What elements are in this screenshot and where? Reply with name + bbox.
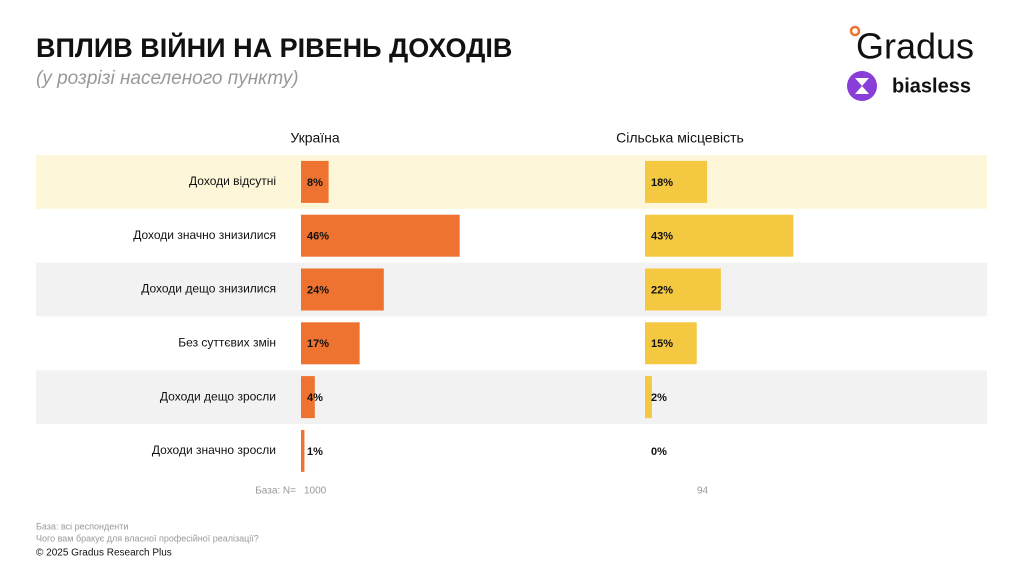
gradus-logo: Gradus <box>856 26 974 67</box>
bar <box>645 214 794 257</box>
category-label: Доходи дещо знизилися <box>141 282 276 296</box>
value-label: 1% <box>307 446 323 458</box>
value-label: 46% <box>307 231 329 243</box>
row-band <box>36 208 987 263</box>
bar <box>301 214 460 257</box>
value-label: 0% <box>651 446 667 458</box>
bar <box>645 376 652 419</box>
base-label: База: N= <box>255 486 296 497</box>
value-label: 18% <box>651 177 673 189</box>
series-header: Україна <box>290 130 340 146</box>
biasless-icon-glyph <box>855 78 869 94</box>
row-band <box>36 155 987 209</box>
category-label: Доходи значно знизилися <box>133 228 276 242</box>
row-band <box>36 424 987 478</box>
biasless-icon <box>847 71 877 101</box>
base-value: 94 <box>697 486 709 497</box>
bar <box>301 160 329 203</box>
row-band <box>36 262 987 317</box>
title: ВПЛИВ ВІЙНИ НА РІВЕНЬ ДОХОДІВ <box>36 32 512 63</box>
row-band <box>36 370 987 424</box>
footer-note: Чого вам бракує для власної професійної … <box>36 533 259 543</box>
value-label: 4% <box>307 392 323 404</box>
bar <box>645 322 697 365</box>
base-value: 1000 <box>304 486 327 497</box>
bar <box>645 160 708 203</box>
value-label: 2% <box>651 392 667 404</box>
value-label: 24% <box>307 284 329 296</box>
bar <box>301 322 360 365</box>
category-label: Доходи значно зросли <box>152 443 276 457</box>
copyright: © 2025 Gradus Research Plus <box>36 548 172 559</box>
value-label: 15% <box>651 338 673 350</box>
value-label: 43% <box>651 231 673 243</box>
footer-note: База: всі респонденти <box>36 521 128 531</box>
bar <box>301 268 384 311</box>
category-label: Без суттєвих змін <box>178 335 276 349</box>
bar <box>301 376 315 419</box>
row-band <box>36 316 987 371</box>
value-label: 22% <box>651 284 673 296</box>
series-header: Сільська місцевість <box>616 130 744 146</box>
category-label: Доходи відсутні <box>189 174 276 188</box>
category-label: Доходи дещо зросли <box>160 389 276 403</box>
bar <box>301 429 305 472</box>
gradus-dot <box>849 25 861 37</box>
value-label: 8% <box>307 177 323 189</box>
value-label: 17% <box>307 338 329 350</box>
bar <box>645 268 721 311</box>
biasless-logo: biasless <box>892 75 971 97</box>
subtitle: (у розрізі населеного пункту) <box>36 68 299 89</box>
